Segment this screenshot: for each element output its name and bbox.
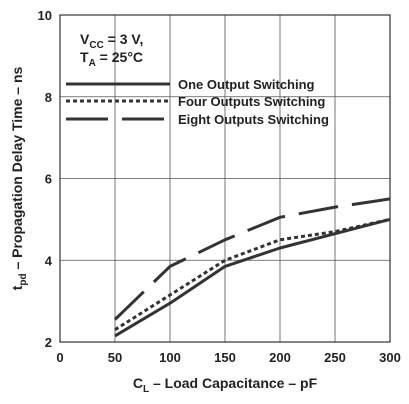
legend-label-1: One Output Switching xyxy=(178,77,315,92)
grid xyxy=(60,15,390,342)
y-tick-label: 8 xyxy=(45,90,52,105)
y-axis-title: tpd – Propagation Delay Time – ns xyxy=(9,66,29,290)
x-axis-title: CL – Load Capacitance – pF xyxy=(133,375,318,395)
x-tick-label: 250 xyxy=(324,350,346,365)
y-axis-title-rest: – Propagation Delay Time – ns xyxy=(9,66,25,273)
y-tick-label: 2 xyxy=(45,335,52,350)
x-tick-label: 0 xyxy=(56,350,63,365)
y-axis-title-sub: pd xyxy=(18,273,29,285)
x-tick-label: 100 xyxy=(159,350,181,365)
series-lines xyxy=(113,197,391,338)
legend-label-3: Eight Outputs Switching xyxy=(178,112,329,127)
condition-line: VCC = 3 V, xyxy=(80,31,143,51)
y-axis-title-main: t xyxy=(9,285,25,290)
y-tick-label: 10 xyxy=(38,8,52,23)
x-axis-title-rest: – Load Capacitance – pF xyxy=(149,375,317,391)
x-tick-label: 200 xyxy=(269,350,291,365)
series-line-1 xyxy=(114,217,391,338)
series-line-3 xyxy=(113,197,391,321)
x-axis-title-sub: L xyxy=(143,384,149,395)
x-tick-label: 150 xyxy=(214,350,236,365)
test-conditions: VCC = 3 V,TA = 25°C xyxy=(80,31,143,69)
legend: One Output Switching Four Outputs Switchi… xyxy=(66,77,329,127)
plot-frame xyxy=(59,14,391,343)
legend-label-2: Four Outputs Switching xyxy=(178,94,325,109)
x-tick-label: 50 xyxy=(108,350,122,365)
y-tick-label: 4 xyxy=(45,253,53,268)
y-tick-label: 6 xyxy=(45,172,52,187)
series-line-2 xyxy=(114,217,391,331)
x-tick-label: 300 xyxy=(379,350,401,365)
condition-line: TA = 25°C xyxy=(80,49,143,69)
tick-labels: 0 50 100 150 200 250 300 2 4 6 8 10 xyxy=(38,8,401,365)
x-axis-title-main: C xyxy=(133,375,143,391)
